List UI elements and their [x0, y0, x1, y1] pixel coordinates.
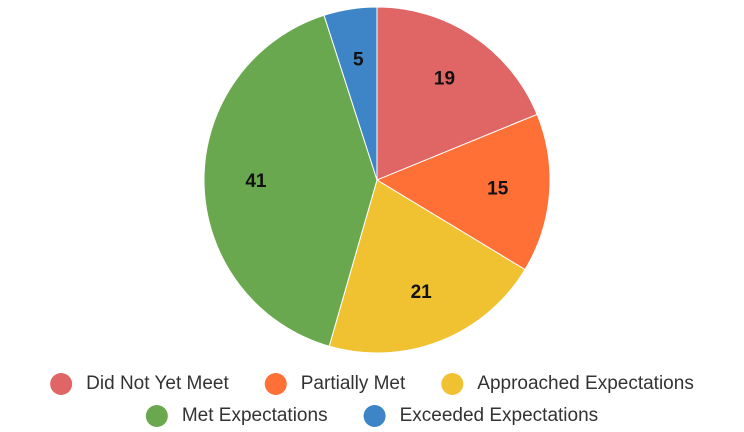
legend-item-did-not-yet-meet: Did Not Yet Meet	[50, 373, 229, 395]
legend-item-approached-expectations: Approached Expectations	[441, 373, 694, 395]
legend-marker-did-not-yet-meet	[50, 373, 73, 395]
data-label-met-expectations: 41	[245, 171, 267, 192]
data-label-did-not-yet-meet: 19	[434, 68, 455, 89]
legend-marker-partially-met	[264, 373, 287, 395]
pie-slice-exceeded-expectations	[323, 6, 378, 181]
legend-item-exceeded-expectations: Exceeded Expectations	[363, 405, 599, 427]
legend-label-partially-met: Partially Met	[301, 373, 406, 394]
pie-slice-approached-expectations	[328, 179, 526, 354]
legend: Did Not Yet Meet Partially Met Approached …	[50, 373, 694, 427]
pie-data-labels: 19 15 21 41 5	[245, 49, 508, 302]
legend-marker-approached-expectations	[441, 373, 464, 395]
legend-marker-met-expectations	[145, 405, 168, 427]
legend-label-exceeded-expectations: Exceeded Expectations	[400, 405, 599, 426]
pie-slice-did-not-yet-meet	[376, 6, 538, 181]
legend-label-did-not-yet-meet: Did Not Yet Meet	[86, 373, 229, 394]
data-label-approached-expectations: 21	[411, 282, 433, 303]
legend-item-met-expectations: Met Expectations	[145, 405, 328, 427]
legend-label-approached-expectations: Approached Expectations	[477, 373, 694, 394]
data-label-partially-met: 15	[487, 178, 509, 199]
legend-marker-exceeded-expectations	[363, 405, 386, 427]
pie-slices	[203, 6, 551, 354]
legend-label-met-expectations: Met Expectations	[182, 405, 328, 426]
pie-slice-met-expectations	[203, 14, 378, 347]
pie-slice-partially-met	[375, 113, 551, 271]
legend-item-partially-met: Partially Met	[264, 373, 406, 395]
data-label-exceeded-expectations: 5	[353, 49, 364, 70]
